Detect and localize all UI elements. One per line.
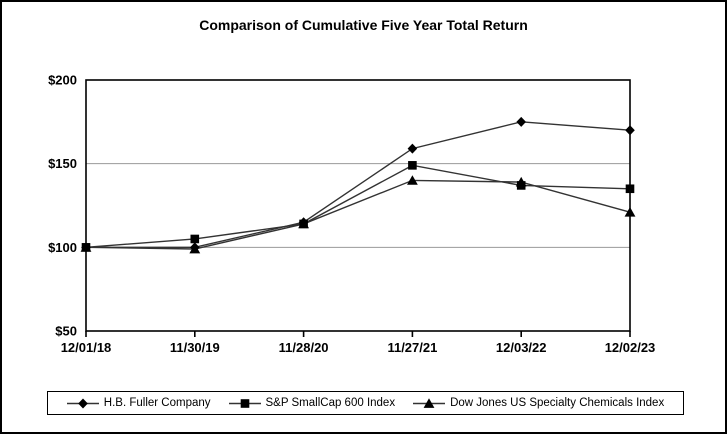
svg-text:$50: $50 <box>55 324 77 339</box>
diamond-marker-icon <box>66 398 99 408</box>
svg-text:$200: $200 <box>48 73 77 88</box>
chart-title: Comparison of Cumulative Five Year Total… <box>199 17 528 33</box>
svg-text:$100: $100 <box>48 240 77 255</box>
svg-text:11/30/19: 11/30/19 <box>170 340 220 355</box>
legend-label: Dow Jones US Specialty Chemicals Index <box>450 397 665 409</box>
legend-label: H.B. Fuller Company <box>103 397 211 409</box>
svg-text:12/01/18: 12/01/18 <box>61 340 112 355</box>
legend-item-sp-smallcap: S&P SmallCap 600 Index <box>228 397 396 409</box>
svg-text:11/28/20: 11/28/20 <box>279 340 329 355</box>
legend: H.B. Fuller Company S&P SmallCap 600 Ind… <box>47 391 684 415</box>
svg-text:11/27/21: 11/27/21 <box>387 340 437 355</box>
svg-text:$150: $150 <box>48 156 77 171</box>
legend-item-hb-fuller: H.B. Fuller Company <box>66 397 211 409</box>
square-marker-icon <box>228 398 261 408</box>
legend-label: S&P SmallCap 600 Index <box>265 397 396 409</box>
svg-text:12/03/22: 12/03/22 <box>496 340 547 355</box>
legend-item-dow-jones: Dow Jones US Specialty Chemicals Index <box>413 397 664 409</box>
triangle-marker-icon <box>413 397 446 408</box>
svg-text:12/02/23: 12/02/23 <box>605 340 656 355</box>
